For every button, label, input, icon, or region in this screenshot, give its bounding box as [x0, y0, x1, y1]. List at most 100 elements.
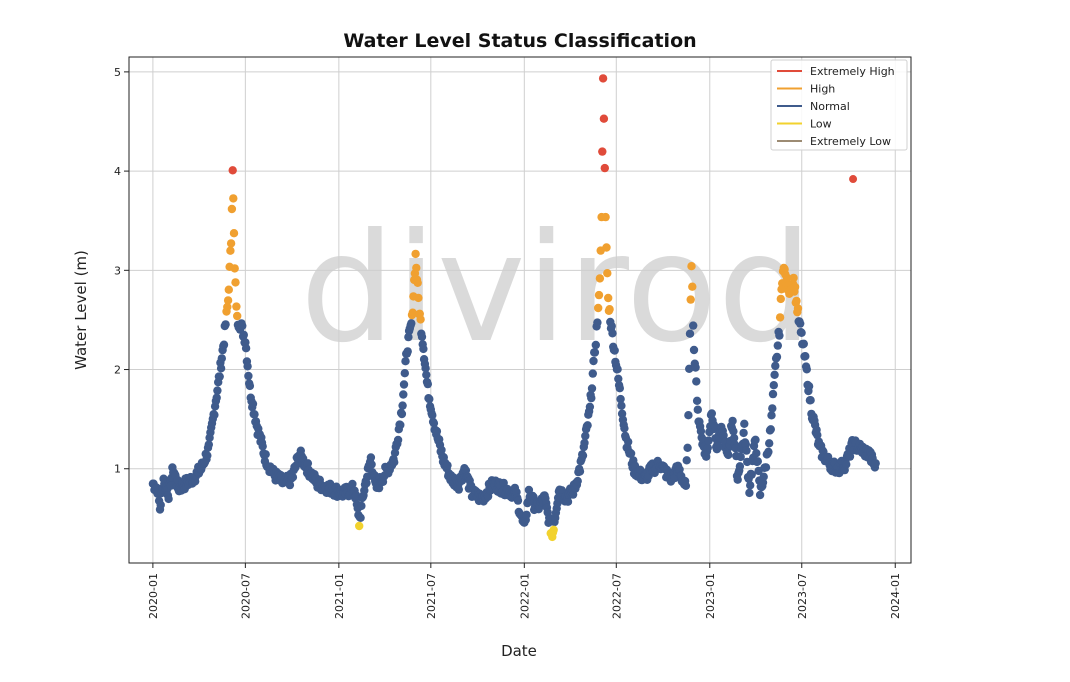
data-point	[733, 475, 742, 484]
data-point	[766, 425, 775, 434]
data-point	[355, 521, 364, 531]
legend-label: Extremely Low	[810, 135, 891, 148]
data-point	[771, 361, 780, 371]
data-point	[429, 419, 439, 428]
data-point	[390, 458, 399, 467]
y-axis-label: Water Level (m)	[72, 250, 90, 370]
data-point	[593, 318, 602, 327]
data-point	[522, 510, 531, 519]
data-point	[367, 460, 376, 469]
data-point	[362, 478, 371, 488]
x-tick-label: 2021-01	[333, 573, 346, 619]
data-point	[799, 339, 808, 348]
data-point	[437, 445, 446, 455]
data-point	[428, 411, 437, 420]
plot-frame	[128, 56, 912, 564]
data-point	[761, 463, 771, 472]
data-point	[403, 347, 412, 356]
data-point	[782, 273, 792, 282]
legend-label: Low	[810, 118, 832, 131]
data-point	[443, 461, 452, 470]
data-point	[549, 525, 558, 534]
data-point	[684, 411, 693, 420]
data-point	[595, 274, 605, 283]
data-point	[401, 357, 410, 366]
data-point	[219, 340, 229, 349]
data-point	[230, 264, 239, 273]
data-point	[599, 114, 609, 123]
data-point	[751, 435, 760, 444]
data-point	[233, 311, 242, 321]
data-point	[239, 330, 248, 340]
data-point	[288, 473, 298, 482]
data-point	[423, 379, 432, 389]
data-point	[228, 166, 237, 175]
data-point	[404, 332, 413, 342]
data-point	[407, 319, 416, 328]
data-point	[789, 273, 798, 283]
series-extremely-high	[228, 74, 609, 175]
data-point	[557, 486, 567, 495]
data-point	[598, 74, 608, 83]
data-point	[797, 328, 806, 337]
data-point	[691, 363, 700, 372]
data-point	[598, 147, 607, 156]
data-point	[412, 263, 421, 273]
data-point	[398, 401, 407, 410]
data-point	[585, 402, 595, 411]
data-point	[704, 436, 713, 445]
data-point	[587, 384, 597, 393]
data-point	[675, 465, 684, 474]
data-point	[790, 282, 800, 292]
data-point	[580, 438, 589, 448]
data-point	[348, 479, 357, 489]
data-point	[513, 496, 523, 505]
data-point	[770, 370, 779, 379]
data-point	[728, 416, 737, 426]
data-point	[842, 460, 851, 469]
data-point	[212, 393, 221, 402]
data-point	[244, 371, 253, 381]
data-point	[164, 494, 173, 504]
legend-label: Normal	[810, 100, 850, 113]
data-point	[393, 435, 403, 445]
data-point	[583, 421, 592, 430]
data-point	[232, 302, 241, 311]
x-tick-label: 2020-07	[239, 573, 252, 619]
data-point	[419, 344, 428, 354]
data-point	[243, 362, 252, 371]
chart-title: Water Level Status Classification	[343, 30, 696, 52]
data-point	[591, 340, 600, 350]
data-point	[682, 456, 691, 465]
data-point	[739, 428, 748, 438]
data-point	[603, 269, 612, 278]
x-tick-label: 2020-01	[147, 573, 160, 619]
data-point	[356, 513, 365, 522]
data-point	[707, 409, 716, 418]
legend: Extremely High High Normal Low Extremely Low	[770, 59, 908, 151]
data-point	[400, 369, 409, 378]
data-point	[261, 450, 270, 459]
data-point	[563, 497, 573, 506]
legend-label: Extremely High	[810, 65, 895, 78]
x-axis-label: Date	[501, 642, 537, 660]
data-point	[804, 382, 814, 391]
data-point	[747, 470, 756, 479]
data-point	[604, 293, 613, 303]
data-point	[776, 294, 785, 304]
data-point	[608, 329, 617, 338]
legend-label: High	[810, 83, 835, 96]
data-point	[416, 315, 425, 324]
data-point	[729, 427, 738, 436]
data-point	[231, 278, 240, 287]
data-point	[303, 459, 313, 468]
data-point	[399, 380, 409, 389]
data-point	[204, 440, 213, 449]
data-point	[581, 431, 590, 441]
data-point	[285, 480, 295, 490]
data-point	[607, 321, 616, 331]
x-tick-label: 2021-07	[425, 573, 438, 619]
data-point	[215, 372, 224, 381]
data-point	[683, 443, 692, 452]
data-point	[397, 409, 407, 419]
